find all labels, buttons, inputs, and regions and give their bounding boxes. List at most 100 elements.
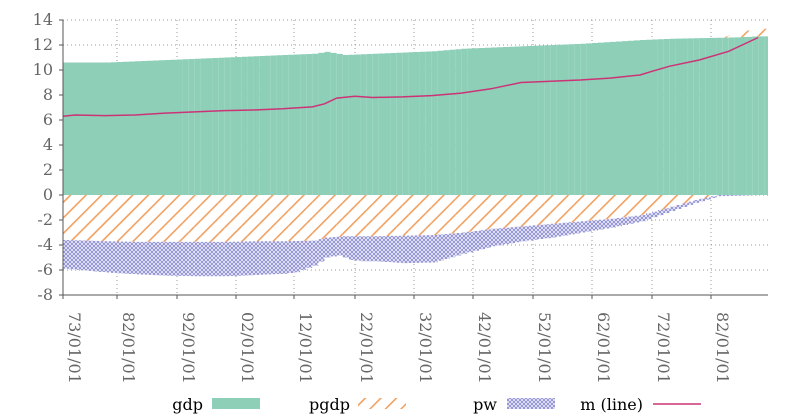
bar-pgdp	[669, 195, 676, 207]
bar-pgdp	[300, 195, 307, 241]
bar-gdp	[218, 57, 225, 195]
bar-pw	[253, 241, 260, 275]
bar-pgdp	[562, 195, 569, 223]
bar-pgdp	[414, 195, 420, 236]
bar-pw	[419, 235, 426, 263]
bar-pw	[194, 241, 201, 277]
bar-pw	[722, 195, 729, 197]
bar-pgdp	[396, 195, 403, 236]
bar-gdp	[294, 54, 301, 195]
bar-pw	[562, 222, 569, 236]
bar-pgdp	[355, 195, 361, 237]
bar-gdp	[652, 39, 658, 195]
bar-pw	[105, 241, 111, 273]
bar-pgdp	[467, 195, 473, 232]
bar-pgdp	[449, 195, 456, 234]
bar-gdp	[640, 40, 646, 195]
bar-gdp	[681, 38, 688, 195]
bar-pgdp	[87, 195, 93, 241]
x-tick-label: 02/01/01	[238, 312, 257, 384]
bar-gdp	[253, 56, 260, 195]
bar-gdp	[171, 59, 177, 195]
line-m	[62, 36, 759, 118]
bar-pw	[135, 241, 141, 275]
bar-pw	[503, 227, 509, 245]
bar-pw	[515, 226, 521, 243]
bar-pw	[159, 241, 165, 276]
bar-pgdp	[604, 195, 610, 220]
bar-pw	[141, 241, 147, 275]
bar-gdp	[574, 44, 581, 195]
bar-gdp	[646, 39, 652, 195]
bar-pgdp	[758, 28, 765, 37]
bar-pgdp	[324, 195, 331, 238]
bar-pgdp	[521, 195, 527, 227]
bar-pgdp	[728, 35, 735, 38]
bar-pgdp	[479, 195, 485, 231]
bar-pgdp	[318, 195, 325, 240]
bar-pw	[628, 216, 634, 224]
legend-label: gdp	[172, 395, 203, 414]
bar-gdp	[461, 48, 468, 195]
x-tick-label: 22/01/01	[357, 312, 376, 384]
bar-gdp	[241, 56, 248, 195]
bar-pw	[711, 196, 717, 198]
bar-pw	[93, 240, 99, 272]
bar-pgdp	[711, 195, 717, 197]
bar-pw	[669, 206, 676, 212]
bar-gdp	[449, 49, 456, 195]
bar-pw	[276, 241, 283, 274]
bar-gdp	[270, 55, 277, 195]
bar-gdp	[330, 52, 337, 195]
y-tick-label: -4	[37, 235, 53, 254]
bar-gdp	[230, 57, 236, 195]
bar-pgdp	[141, 195, 147, 242]
bar-pw	[111, 241, 117, 273]
bar-pgdp	[544, 195, 551, 225]
bar-gdp	[159, 60, 165, 195]
bar-gdp	[473, 48, 479, 195]
bar-gdp	[764, 36, 768, 195]
bar-gdp	[378, 53, 385, 195]
bar-pw	[693, 200, 700, 203]
bar-pgdp	[687, 195, 694, 202]
bar-pw	[366, 236, 373, 262]
bar-pgdp	[437, 195, 444, 235]
bar-pw	[117, 241, 123, 274]
bar-gdp	[669, 38, 676, 195]
bar-gdp	[580, 43, 587, 195]
bar-pgdp	[515, 195, 521, 227]
bar-pw	[129, 241, 135, 274]
y-tick-label: -6	[37, 260, 53, 279]
bar-pgdp	[276, 195, 283, 242]
bar-pgdp	[372, 195, 379, 237]
bar-pgdp	[342, 195, 349, 237]
bar-gdp	[705, 38, 711, 195]
bar-gdp	[188, 59, 195, 195]
bar-pw	[177, 241, 183, 276]
bar-pw	[212, 241, 219, 277]
bar-pw	[324, 237, 331, 258]
bar-pw	[414, 235, 420, 263]
bar-gdp	[276, 55, 283, 195]
bar-pw	[527, 225, 533, 241]
bar-pw	[378, 236, 385, 262]
bar-pw	[230, 241, 236, 276]
bar-pw	[580, 221, 587, 233]
x-tick-label: 82/01/01	[713, 312, 732, 384]
legend-label: pgdp	[309, 395, 350, 414]
bar-pgdp	[693, 195, 700, 200]
bar-gdp	[165, 60, 171, 195]
legend: gdp pgdp pw m (line)	[172, 395, 701, 414]
bar-pw	[408, 235, 414, 263]
bar-pgdp	[105, 195, 111, 242]
bar-pgdp	[218, 195, 225, 242]
bar-gdp	[372, 53, 379, 195]
bar-gdp	[675, 38, 682, 195]
bar-pw	[473, 231, 479, 251]
bar-pgdp	[722, 36, 729, 38]
y-tick-label: 12	[33, 35, 53, 54]
bar-pw	[640, 215, 646, 222]
bar-gdp	[722, 37, 729, 195]
